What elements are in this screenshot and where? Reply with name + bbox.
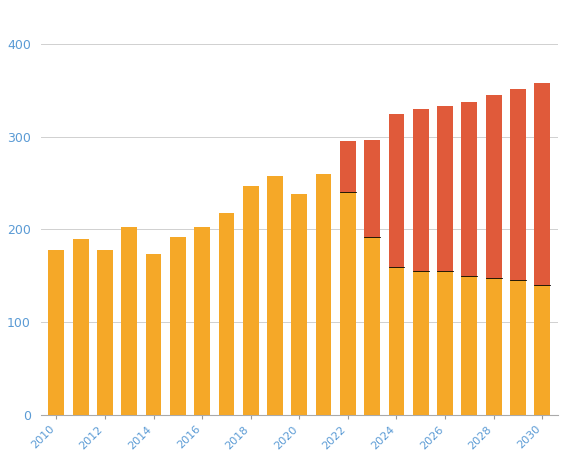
Bar — [413, 271, 429, 415]
Bar — [292, 194, 307, 415]
Bar — [389, 267, 405, 415]
Bar — [486, 95, 502, 278]
Bar — [364, 140, 380, 237]
Bar — [510, 88, 526, 280]
Bar — [534, 83, 550, 285]
Bar — [389, 114, 405, 267]
Bar — [462, 102, 477, 276]
Bar — [486, 278, 502, 415]
Bar — [73, 239, 89, 415]
Bar — [146, 255, 162, 415]
Bar — [364, 237, 380, 415]
Bar — [340, 142, 356, 192]
Bar — [510, 280, 526, 415]
Bar — [49, 250, 64, 415]
Bar — [437, 271, 453, 415]
Bar — [121, 227, 137, 415]
Bar — [219, 213, 234, 415]
Bar — [316, 174, 332, 415]
Bar — [267, 176, 283, 415]
Bar — [462, 276, 477, 415]
Bar — [340, 192, 356, 415]
Bar — [413, 109, 429, 271]
Bar — [243, 186, 259, 415]
Bar — [194, 227, 210, 415]
Bar — [170, 237, 186, 415]
Bar — [437, 106, 453, 271]
Bar — [97, 250, 113, 415]
Bar — [534, 285, 550, 415]
